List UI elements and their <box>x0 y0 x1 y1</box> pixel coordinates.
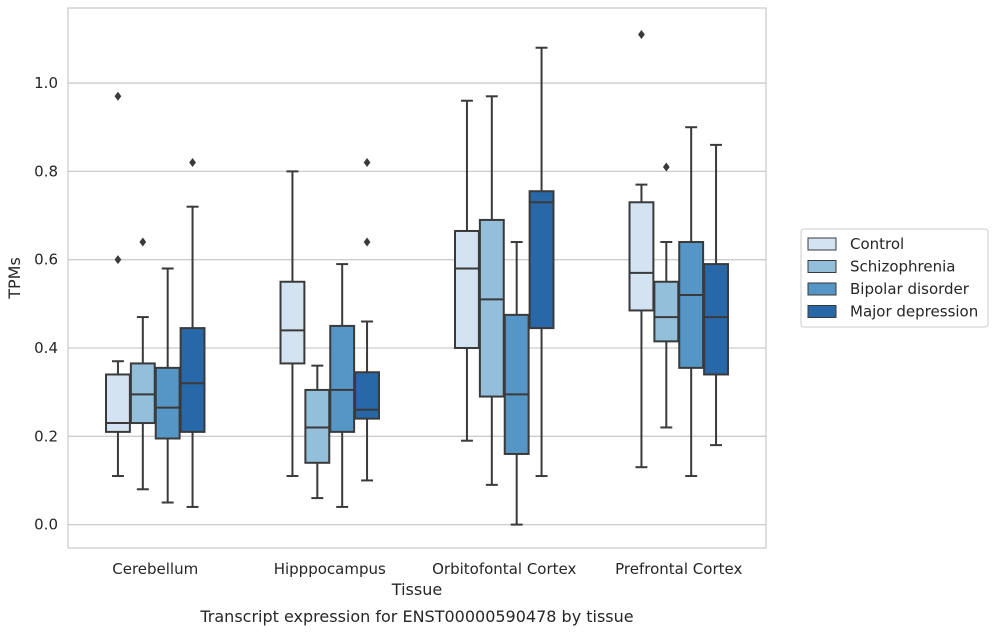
legend-frame <box>800 228 989 328</box>
box-major-depression <box>528 46 555 478</box>
outlier-point <box>114 255 122 265</box>
box-control <box>279 170 306 478</box>
legend-swatch <box>807 282 837 296</box>
box-major-depression <box>703 143 729 447</box>
box-iqr <box>478 218 505 398</box>
x-tick-label: Prefrontal Cortex <box>615 560 742 578</box>
y-tick-label: 0.6 <box>34 251 58 269</box>
legend-swatch <box>807 260 837 273</box>
box-schizophrenia <box>478 95 505 486</box>
y-axis-label: TPMs <box>5 257 24 300</box>
box-iqr <box>454 229 480 349</box>
box-bipolar-disorder <box>678 126 705 478</box>
y-tick-label: 0.8 <box>34 162 58 180</box>
box-bipolar-disorder <box>154 267 181 504</box>
legend-swatch <box>807 237 837 251</box>
box-iqr <box>179 327 206 433</box>
box-iqr <box>503 313 530 455</box>
x-tick-label: Orbitofontal Cortex <box>432 560 576 578</box>
outlier-point <box>363 237 371 247</box>
x-tick-labels: Cerebellum Hipppocampus Orbitofontal Corte… <box>112 560 742 578</box>
legend-label: Bipolar disorder <box>850 280 970 298</box>
box-iqr <box>304 388 331 464</box>
box-iqr <box>279 280 306 365</box>
box-major-depression <box>354 158 380 482</box>
box-control <box>628 29 655 469</box>
y-tick-label: 0.0 <box>34 516 58 534</box>
box-iqr <box>703 263 729 376</box>
legend-label: Schizophrenia <box>850 258 955 276</box>
box-schizophrenia <box>304 364 331 500</box>
legend-label: Major depression <box>850 303 978 321</box>
box-control <box>105 91 131 478</box>
x-tick-label: Cerebellum <box>112 560 198 578</box>
y-tick-label: 0.2 <box>34 427 58 445</box>
legend: Control Schizophrenia Bipolar disorder Majo… <box>800 228 989 328</box>
box-iqr <box>154 366 181 440</box>
outlier-point <box>114 91 122 101</box>
legend-label: Control <box>850 235 904 253</box>
box-major-depression <box>179 158 206 508</box>
box-bipolar-disorder <box>329 263 356 508</box>
box-iqr <box>129 362 156 425</box>
y-tick-label: 1.0 <box>34 74 58 92</box>
outlier-point <box>363 158 371 168</box>
outlier-point <box>139 237 147 247</box>
plot-frame <box>67 7 767 549</box>
outlier-point <box>662 162 670 172</box>
y-tick-label: 0.4 <box>34 339 58 357</box>
box-iqr <box>653 280 680 343</box>
box-bipolar-disorder <box>503 241 530 526</box>
y-tick-labels: 0.0 0.2 0.4 0.6 0.8 1.0 <box>34 74 58 534</box>
box-iqr <box>678 241 705 369</box>
chart-caption: Transcript expression for ENST0000059047… <box>199 607 633 626</box>
box-control <box>454 99 480 442</box>
x-axis-label: Tissue <box>391 580 442 599</box>
box-schizophrenia <box>653 162 680 429</box>
box-iqr <box>628 201 655 312</box>
box-schizophrenia <box>129 237 156 491</box>
boxes <box>105 29 729 526</box>
x-tick-label: Hipppocampus <box>274 560 386 578</box>
outlier-point <box>638 29 645 39</box>
box-iqr <box>528 190 555 330</box>
outlier-point <box>189 158 196 168</box>
box-iqr <box>329 324 356 433</box>
box-iqr <box>354 371 380 420</box>
legend-swatch <box>807 305 837 318</box>
